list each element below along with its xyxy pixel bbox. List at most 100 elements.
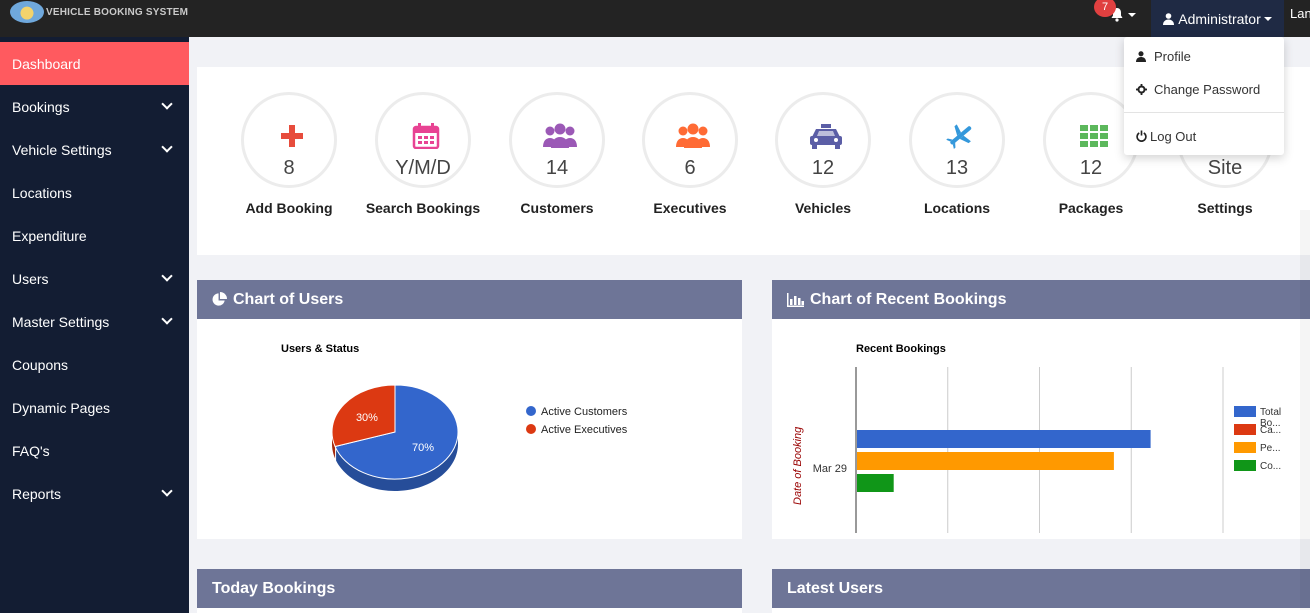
legend-swatch [1234, 424, 1256, 435]
sidebar-item-label: Vehicle Settings [12, 141, 112, 158]
legend-label: Active Customers [541, 406, 628, 418]
legend-label: Total [1260, 407, 1281, 418]
dropdown-item-label: Profile [1154, 48, 1191, 64]
stat-circle[interactable]: 13 [909, 92, 1005, 188]
legend-label: Co... [1260, 461, 1281, 472]
panel-header: Today Bookings [197, 569, 742, 608]
stat-label[interactable]: Search Bookings [365, 200, 481, 216]
chevron-down-icon [1128, 13, 1136, 17]
stat-circle[interactable]: 8 [241, 92, 337, 188]
brand-title[interactable]: VEHICLE BOOKING SYSTEM [46, 7, 189, 18]
legend-label: Pe... [1260, 443, 1281, 454]
gear-icon [1136, 83, 1147, 95]
dropdown-item-logout[interactable]: Log Out [1136, 126, 1196, 146]
bar-chart-icon [787, 292, 804, 307]
chevron-down-icon [161, 270, 173, 282]
bar-gridlines [855, 367, 1224, 533]
pie-slice-side [332, 432, 336, 459]
stat-executives[interactable]: 6 Executives [623, 92, 757, 216]
stat-vehicles[interactable]: 12 Vehicles [756, 92, 890, 216]
legend-swatch [526, 406, 536, 416]
stat-add-booking[interactable]: 8 Add Booking [222, 92, 356, 216]
stat-value: 12 [1079, 157, 1103, 179]
stat-circle[interactable]: 12 [775, 92, 871, 188]
language-selector[interactable]: Lan [1290, 6, 1310, 21]
stat-label[interactable]: Executives [653, 200, 727, 216]
stat-value: 6 [684, 157, 696, 179]
sidebar-item-locations[interactable]: Locations [0, 171, 189, 214]
dropdown-item-profile[interactable]: Profile [1136, 46, 1191, 66]
stat-search-bookings[interactable]: Y/M/D Search Bookings [356, 92, 490, 216]
chevron-down-icon [161, 98, 173, 110]
x-tick-label: 10.0 [1213, 538, 1233, 539]
chevron-down-icon [161, 141, 173, 153]
pie-slice-label: 70% [412, 442, 434, 454]
stat-label[interactable]: Add Booking [245, 200, 333, 216]
x-tick-label: 5.0 [1033, 538, 1047, 539]
sidebar-item-master-settings[interactable]: Master Settings [0, 300, 189, 343]
logo-icon[interactable] [10, 1, 44, 23]
panel-header: Chart of Users [197, 280, 742, 319]
sidebar-item-bookings[interactable]: Bookings [0, 85, 189, 128]
sidebar-item-label: Bookings [12, 98, 70, 115]
y-axis-label: Date of Booking [792, 426, 804, 505]
user-dropdown-menu: Profile Change Password Log Out [1124, 37, 1284, 155]
user-icon [1163, 12, 1175, 25]
stat-value: 8 [283, 157, 295, 179]
bar [857, 474, 894, 492]
stat-circle[interactable]: 14 [509, 92, 605, 188]
sidebar-item-label: Reports [12, 485, 62, 502]
sidebar-item-coupons[interactable]: Coupons [0, 343, 189, 386]
chart-title: Users & Status [281, 343, 359, 355]
stat-circle[interactable]: 6 [642, 92, 738, 188]
stat-locations[interactable]: 13 Locations [890, 92, 1024, 216]
user-menu-toggle[interactable]: Administrator [1151, 0, 1284, 37]
sidebar-item-label: Master Settings [12, 313, 110, 330]
pie-slice-side [336, 433, 458, 491]
panel-header: Chart of Recent Bookings [772, 280, 1310, 319]
latest-users-panel: Latest Users [772, 569, 1310, 613]
pie-chart-icon [212, 292, 227, 306]
stat-label[interactable]: Customers [520, 200, 594, 216]
user-menu-label: Administrator [1178, 10, 1261, 27]
power-icon [1136, 130, 1147, 142]
sidebar-item-users[interactable]: Users [0, 257, 189, 300]
stat-label[interactable]: Packages [1058, 200, 1124, 216]
sidebar-item-expenditure[interactable]: Expenditure [0, 214, 189, 257]
user-icon [1136, 50, 1146, 62]
sidebar-item-vehicle-settings[interactable]: Vehicle Settings [0, 128, 189, 171]
stat-customers[interactable]: 14 Customers [490, 92, 624, 216]
bar [857, 452, 1114, 470]
stat-label[interactable]: Locations [923, 200, 991, 216]
notification-count-badge: 7 [1094, 0, 1116, 17]
stat-circle[interactable]: Y/M/D [375, 92, 471, 188]
sidebar-item-dashboard[interactable]: Dashboard [0, 42, 189, 85]
sidebar-item-label: Users [12, 270, 49, 287]
bookings-chart-panel: Chart of Recent Bookings Recent Bookings… [772, 280, 1310, 549]
legend-swatch [1234, 406, 1256, 417]
sidebar-item-label: Coupons [12, 356, 69, 373]
pie-legend: Active Customers Active Executives [526, 406, 628, 436]
sidebar-item-dynamic-pages[interactable]: Dynamic Pages [0, 386, 189, 429]
stat-label[interactable]: Settings [1197, 200, 1253, 216]
stat-value: Y/M/D [395, 157, 451, 179]
sidebar-item-reports[interactable]: Reports [0, 472, 189, 515]
stat-label[interactable]: Vehicles [794, 200, 852, 216]
dropdown-divider [1124, 112, 1284, 113]
bookings-bar-chart: Recent Bookings Date of Booking 0.0 2.5 5.… [792, 343, 1281, 549]
legend-swatch [1234, 442, 1256, 453]
pie-slice [331, 384, 396, 448]
bar [857, 430, 1151, 448]
chart-title: Recent Bookings [856, 343, 946, 355]
sidebar-item-label: Dynamic Pages [12, 399, 111, 416]
x-tick-label: 7.5 [1124, 538, 1138, 539]
x-tick-label: 2.5 [941, 538, 955, 539]
stat-value: 14 [545, 157, 569, 179]
sidebar-item-faqs[interactable]: FAQ's [0, 429, 189, 472]
y-axis-categories: Mar 29 [813, 463, 847, 475]
panel-title: Chart of Recent Bookings [810, 290, 1007, 308]
pie-slices: 70% 30% [331, 384, 459, 491]
bar-marks [857, 430, 1151, 492]
sidebar-item-label: FAQ's [12, 442, 50, 459]
dropdown-item-change-password[interactable]: Change Password [1136, 79, 1260, 99]
